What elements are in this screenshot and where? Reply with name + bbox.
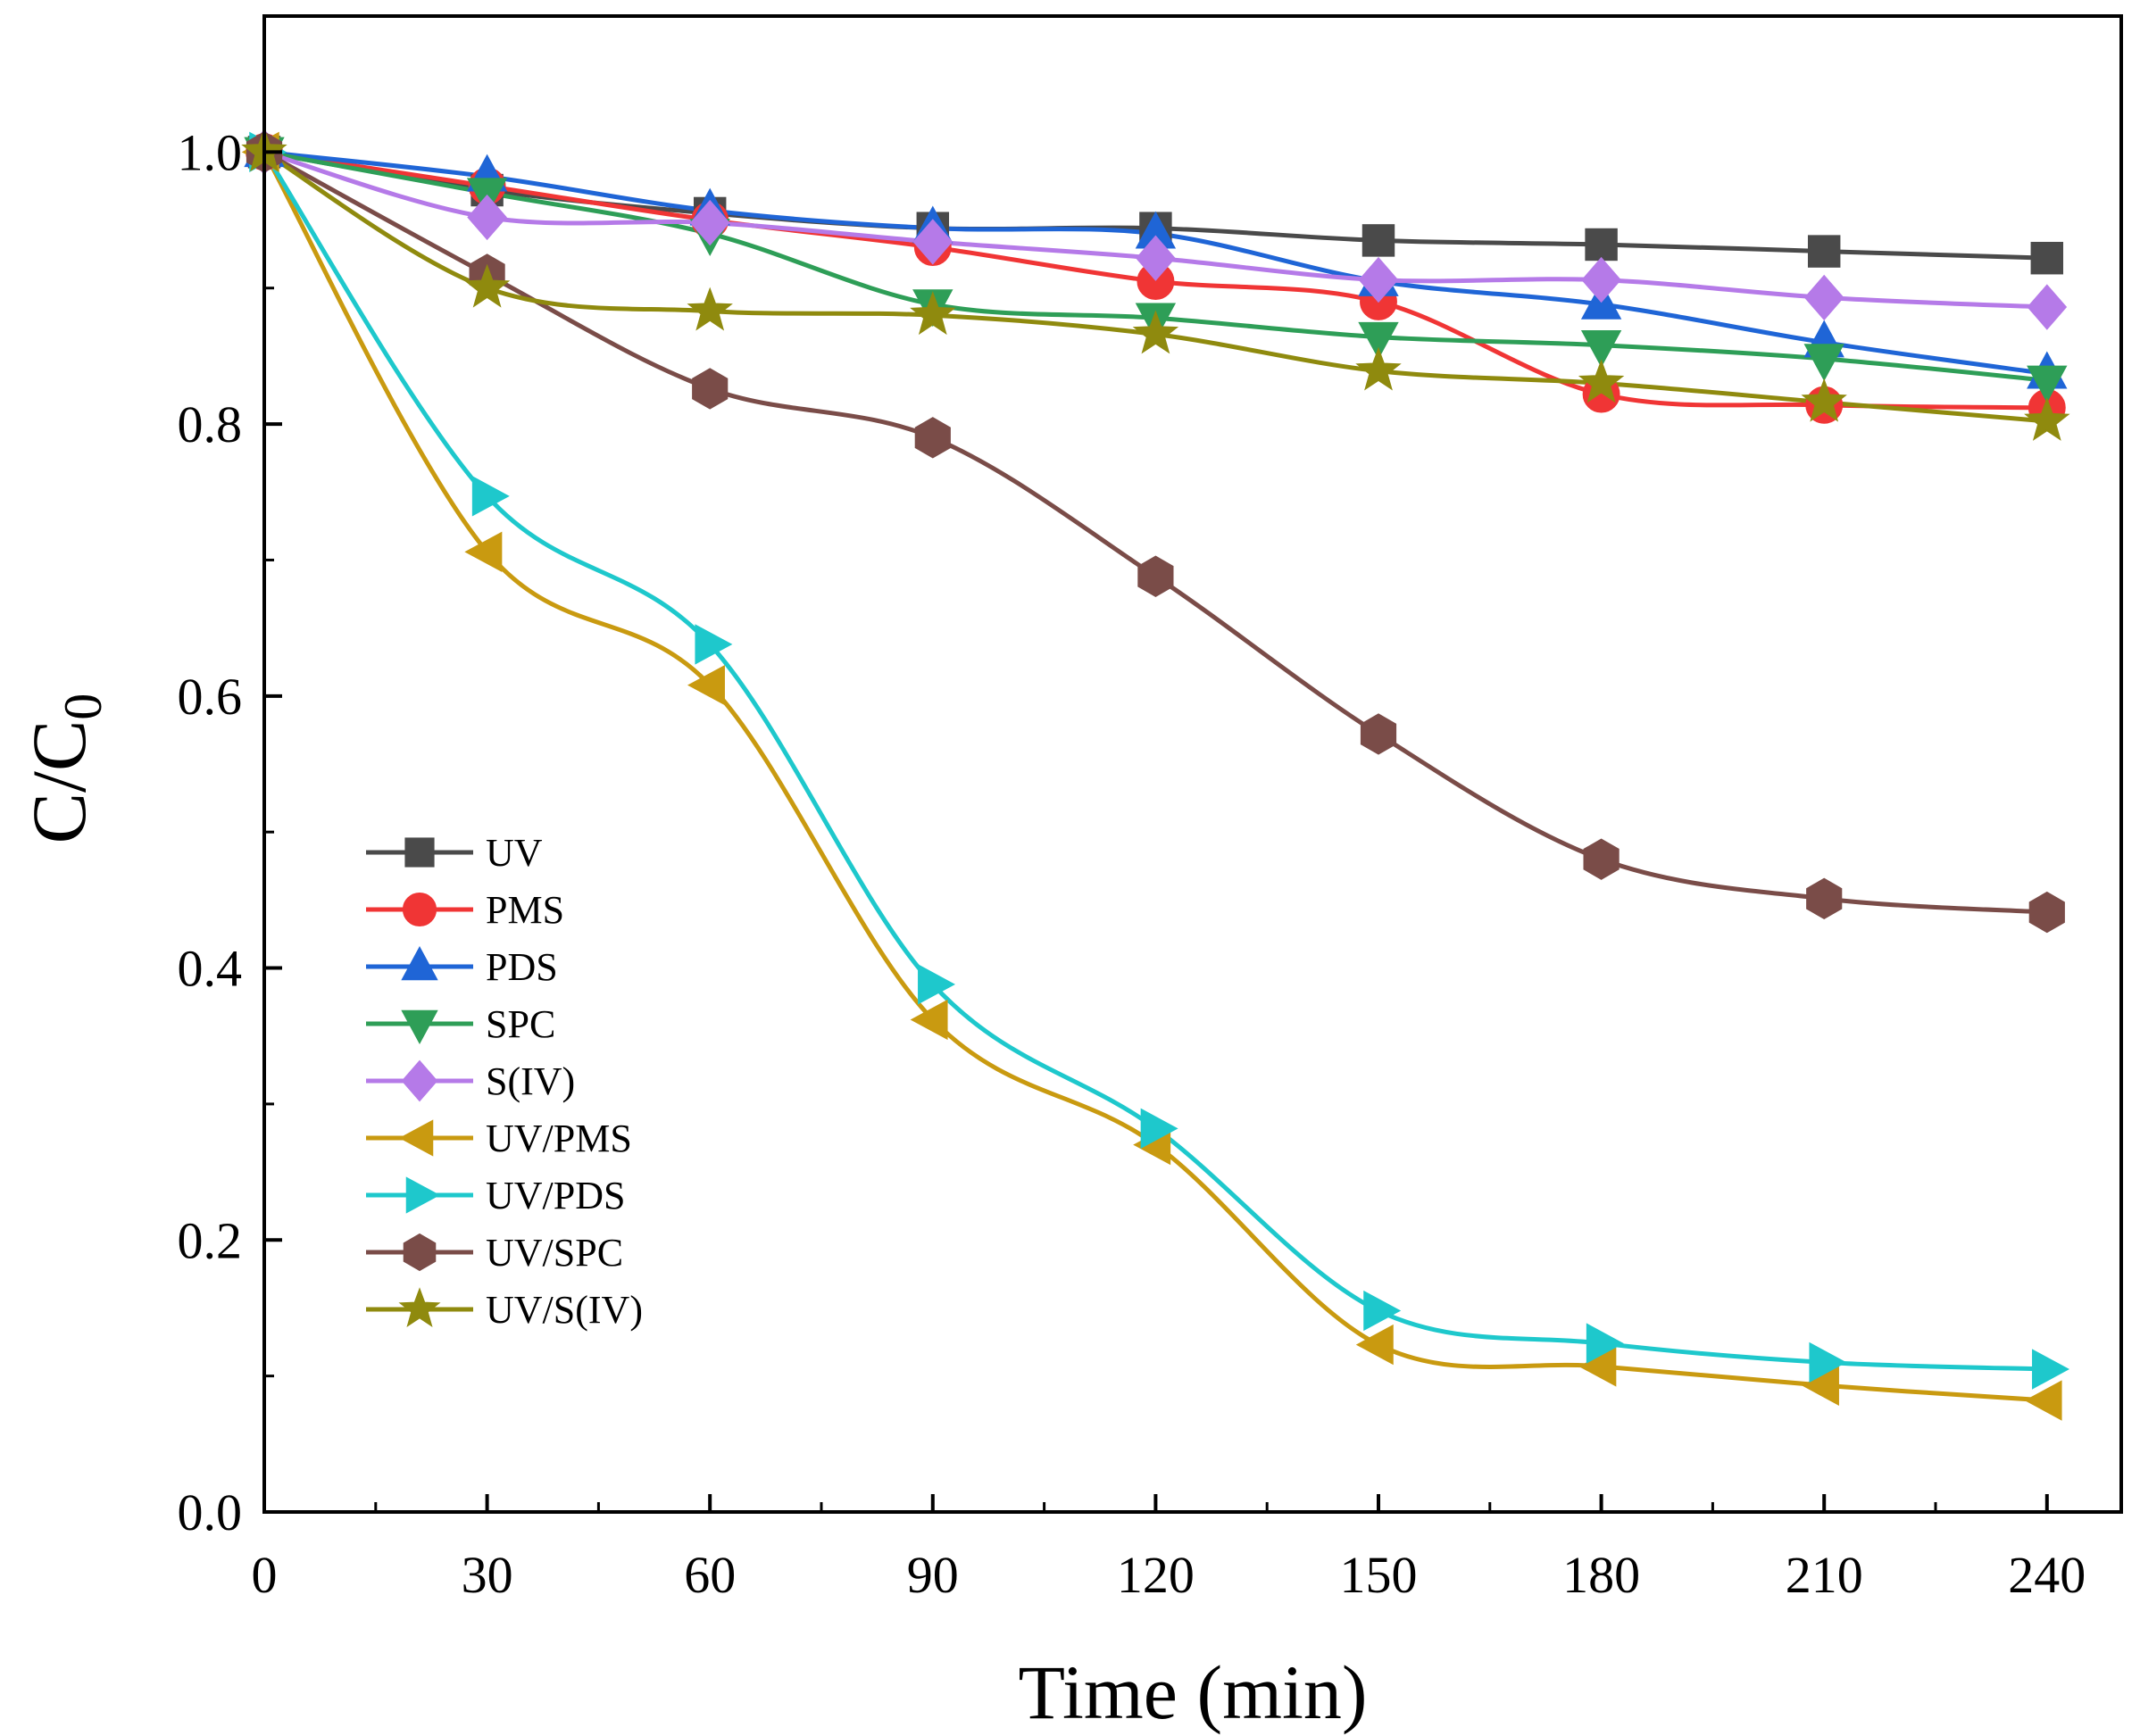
legend-marker-pds xyxy=(401,945,438,981)
legend-label-pms: PMS xyxy=(486,888,564,932)
data-point-uv-spc xyxy=(1806,877,1843,920)
y-tick-label: 0.2 xyxy=(178,1211,243,1269)
y-axis-title-main: C/C xyxy=(16,720,102,844)
plot-markers xyxy=(241,128,2070,1421)
data-point-uv-spc xyxy=(914,417,951,459)
y-axis: 0.0 0.2 0.4 0.6 0.8 1.0 xyxy=(178,14,282,1541)
data-point-spc xyxy=(2027,365,2068,403)
legend-label-uv-spc: UV/SPC xyxy=(486,1231,623,1275)
data-point-uv-spc xyxy=(1137,555,1174,597)
y-tick-label: 0.8 xyxy=(178,395,243,453)
legend-marker-uv-spc xyxy=(403,1233,437,1272)
data-point-s-iv xyxy=(1803,274,1844,321)
data-point-s-iv xyxy=(467,194,507,241)
data-point-uv-s-iv xyxy=(1801,378,1847,422)
data-point-uv-pds xyxy=(1140,1108,1178,1150)
data-point-uv-pms xyxy=(1355,1324,1394,1366)
data-point-uv-pds xyxy=(471,476,510,517)
data-point-spc xyxy=(1803,344,1844,382)
x-tick-label: 120 xyxy=(1117,1546,1195,1604)
x-tick-label: 180 xyxy=(1562,1546,1640,1604)
data-point-uv-pms xyxy=(910,999,948,1041)
y-tick-label: 0.4 xyxy=(178,940,243,998)
data-point-uv-spc xyxy=(2028,891,2065,934)
data-point-uv-pms xyxy=(464,531,503,572)
data-point-uv-pds xyxy=(1586,1323,1624,1364)
legend-marker-uv-s-iv xyxy=(398,1287,441,1328)
data-point-uv-s-iv xyxy=(1132,310,1179,354)
legend-marker-s-iv xyxy=(401,1059,438,1102)
series-line-uv-pms xyxy=(262,151,2047,1403)
data-point-uv-spc xyxy=(1583,838,1620,880)
data-point-uv-pds xyxy=(918,964,956,1005)
data-point-s-iv xyxy=(2027,284,2068,330)
data-point-uv-spc xyxy=(1360,713,1397,755)
data-point-s-iv xyxy=(1358,256,1399,303)
data-point-uv xyxy=(2030,241,2064,275)
data-point-s-iv xyxy=(1136,235,1176,281)
y-tick-label: 1.0 xyxy=(178,123,243,181)
x-axis-title: Time (min) xyxy=(1018,1649,1367,1735)
data-point-uv-s-iv xyxy=(910,291,956,336)
data-point-uv-pds xyxy=(1363,1290,1402,1332)
data-point-uv xyxy=(1585,228,1618,262)
data-point-uv-pds xyxy=(2032,1349,2070,1390)
legend-label-uv-pds: UV/PDS xyxy=(486,1174,626,1217)
data-point-uv-spc xyxy=(692,368,729,410)
legend-marker-spc xyxy=(401,1009,438,1045)
y-axis-title-subscript: 0 xyxy=(54,694,112,720)
legend-marker-uv-pds xyxy=(405,1176,441,1214)
y-tick-label: 0.6 xyxy=(178,668,243,726)
data-point-s-iv xyxy=(1581,256,1621,303)
data-point-uv xyxy=(1361,224,1395,257)
x-axis: 0 30 60 90 120 150 180 210 240 xyxy=(252,1494,2086,1604)
series-line-uv-pds xyxy=(262,151,2047,1372)
y-axis-title: C/C0 xyxy=(16,694,112,844)
data-point-uv-pds xyxy=(1809,1341,1847,1383)
legend: UV PMS PDS SPC S(IV) UV/PMS UV/PDS UV/SPC UV/S(I… xyxy=(366,831,643,1332)
legend-label-uv-pms: UV/PMS xyxy=(486,1117,632,1160)
legend-marker-uv-pms xyxy=(398,1119,434,1157)
y-tick-label: 0.0 xyxy=(178,1483,243,1541)
data-point-uv-s-iv xyxy=(2024,397,2070,441)
data-point-s-iv xyxy=(689,199,730,246)
legend-label-uv: UV xyxy=(486,831,543,875)
data-point-spc xyxy=(1580,329,1622,368)
legend-label-pds: PDS xyxy=(486,945,558,989)
x-tick-label: 150 xyxy=(1340,1546,1418,1604)
x-tick-label: 90 xyxy=(907,1546,959,1604)
data-point-uv xyxy=(1807,235,1841,268)
legend-label-s-iv: S(IV) xyxy=(486,1059,575,1103)
legend-marker-uv xyxy=(404,837,435,868)
data-point-uv-s-iv xyxy=(1578,359,1625,403)
data-point-uv-s-iv xyxy=(1355,346,1402,391)
data-point-uv-s-iv xyxy=(687,287,733,331)
x-tick-label: 30 xyxy=(462,1546,513,1604)
legend-label-uv-s-iv: UV/S(IV) xyxy=(486,1288,643,1332)
data-point-spc xyxy=(1358,321,1399,360)
legend-marker-pms xyxy=(402,892,437,927)
x-tick-label: 210 xyxy=(1786,1546,1863,1604)
legend-label-spc: SPC xyxy=(486,1002,555,1046)
data-point-uv-pds xyxy=(695,624,733,665)
data-point-uv-pms xyxy=(687,664,725,706)
data-point-s-iv xyxy=(912,219,953,265)
x-tick-label: 60 xyxy=(684,1546,736,1604)
x-tick-label: 0 xyxy=(252,1546,278,1604)
data-point-uv-s-iv xyxy=(463,263,511,308)
plot-frame xyxy=(262,14,2123,1514)
x-tick-label: 240 xyxy=(2008,1546,2086,1604)
data-point-uv-pms xyxy=(2024,1380,2062,1421)
